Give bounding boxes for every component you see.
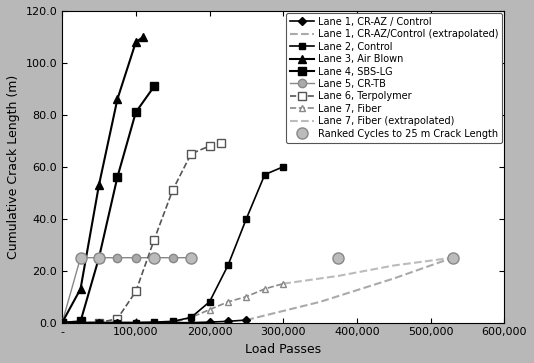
- Lane 5, CR-TB: [59, 321, 65, 325]
- Lane 6, Terpolymer: [96, 321, 102, 325]
- Lane 1, CR-AZ / Control: [169, 321, 176, 325]
- Lane 2, Control: [151, 320, 158, 324]
- Lane 7, Fiber: [262, 287, 268, 291]
- Lane 1, CR-AZ / Control: [114, 321, 121, 325]
- Lane 2, Control: [77, 321, 84, 325]
- Lane 1, CR-AZ / Control: [225, 319, 231, 323]
- Lane 4, SBS-LG: [77, 319, 84, 323]
- Lane 7, Fiber (extrapolated): [450, 256, 456, 260]
- Lane 2, Control: [132, 321, 139, 325]
- Lane 5, CR-TB: [96, 256, 102, 260]
- Lane 3, Air Blown: [59, 321, 65, 325]
- Lane 6, Terpolymer: [151, 237, 158, 242]
- Lane 3, Air Blown: [140, 35, 146, 39]
- Lane 7, Fiber (extrapolated): [390, 263, 397, 268]
- Lane 7, Fiber: [169, 321, 176, 325]
- Lane 7, Fiber: [132, 321, 139, 325]
- Lane 3, Air Blown: [114, 97, 121, 101]
- Lane 7, Fiber: [59, 321, 65, 325]
- Lane 6, Terpolymer: [188, 152, 194, 156]
- Lane 1, CR-AZ / Control: [151, 321, 158, 325]
- Lane 7, Fiber: [225, 300, 231, 304]
- Line: Lane 2, Control: Lane 2, Control: [59, 163, 287, 326]
- Lane 4, SBS-LG: [132, 110, 139, 114]
- Ranked Cycles to 25 m Crack Length: [96, 256, 102, 260]
- Line: Lane 1, CR-AZ / Control: Lane 1, CR-AZ / Control: [59, 317, 249, 325]
- Line: Lane 5, CR-TB: Lane 5, CR-TB: [58, 253, 195, 327]
- Ranked Cycles to 25 m Crack Length: [77, 256, 84, 260]
- Lane 6, Terpolymer: [59, 321, 65, 325]
- Line: Lane 3, Air Blown: Lane 3, Air Blown: [58, 33, 147, 327]
- Y-axis label: Cumulative Crack Length (m): Cumulative Crack Length (m): [7, 75, 20, 259]
- Lane 5, CR-TB: [77, 256, 84, 260]
- Lane 4, SBS-LG: [151, 84, 158, 89]
- Lane 5, CR-TB: [188, 256, 194, 260]
- Line: Lane 7, Fiber: Lane 7, Fiber: [59, 280, 287, 326]
- Lane 1, CR-AZ/Control (extrapolated): [317, 300, 323, 304]
- Lane 1, CR-AZ/Control (extrapolated): [450, 256, 456, 260]
- Lane 4, SBS-LG: [59, 321, 65, 325]
- Lane 7, Fiber: [280, 281, 286, 286]
- Lane 2, Control: [243, 217, 249, 221]
- Lane 7, Fiber: [188, 315, 194, 320]
- Lane 1, CR-AZ / Control: [132, 321, 139, 325]
- Line: Lane 4, SBS-LG: Lane 4, SBS-LG: [58, 82, 159, 327]
- Lane 3, Air Blown: [132, 40, 139, 44]
- Lane 1, CR-AZ / Control: [243, 318, 249, 322]
- Ranked Cycles to 25 m Crack Length: [151, 256, 158, 260]
- X-axis label: Load Passes: Load Passes: [245, 343, 321, 356]
- Lane 2, Control: [280, 164, 286, 169]
- Lane 1, CR-AZ / Control: [96, 321, 102, 325]
- Lane 6, Terpolymer: [217, 141, 224, 146]
- Lane 2, Control: [188, 315, 194, 320]
- Lane 1, CR-AZ / Control: [77, 321, 84, 325]
- Lane 6, Terpolymer: [132, 289, 139, 294]
- Lane 6, Terpolymer: [169, 188, 176, 192]
- Lane 5, CR-TB: [114, 256, 121, 260]
- Lane 3, Air Blown: [96, 183, 102, 187]
- Lane 7, Fiber: [206, 307, 213, 312]
- Lane 2, Control: [114, 321, 121, 325]
- Line: Ranked Cycles to 25 m Crack Length: Ranked Cycles to 25 m Crack Length: [75, 252, 458, 263]
- Lane 6, Terpolymer: [114, 317, 121, 321]
- Lane 1, CR-AZ / Control: [59, 321, 65, 325]
- Lane 5, CR-TB: [151, 256, 158, 260]
- Lane 7, Fiber (extrapolated): [280, 281, 286, 286]
- Ranked Cycles to 25 m Crack Length: [450, 256, 456, 260]
- Ranked Cycles to 25 m Crack Length: [335, 256, 342, 260]
- Ranked Cycles to 25 m Crack Length: [188, 256, 194, 260]
- Lane 2, Control: [262, 172, 268, 177]
- Lane 7, Fiber (extrapolated): [335, 274, 342, 278]
- Lane 4, SBS-LG: [96, 256, 102, 260]
- Line: Lane 7, Fiber (extrapolated): Lane 7, Fiber (extrapolated): [283, 258, 453, 284]
- Lane 1, CR-AZ/Control (extrapolated): [390, 276, 397, 281]
- Lane 2, Control: [169, 319, 176, 323]
- Lane 1, CR-AZ / Control: [206, 320, 213, 324]
- Lane 2, Control: [225, 263, 231, 268]
- Lane 4, SBS-LG: [114, 175, 121, 179]
- Lane 5, CR-TB: [132, 256, 139, 260]
- Lane 6, Terpolymer: [206, 144, 213, 148]
- Line: Lane 6, Terpolymer: Lane 6, Terpolymer: [58, 139, 225, 327]
- Lane 2, Control: [96, 321, 102, 325]
- Lane 1, CR-AZ/Control (extrapolated): [243, 318, 249, 322]
- Lane 7, Fiber: [243, 294, 249, 299]
- Lane 2, Control: [59, 321, 65, 325]
- Line: Lane 1, CR-AZ/Control (extrapolated): Lane 1, CR-AZ/Control (extrapolated): [246, 258, 453, 320]
- Lane 5, CR-TB: [169, 256, 176, 260]
- Lane 2, Control: [206, 300, 213, 304]
- Lane 1, CR-AZ / Control: [188, 321, 194, 325]
- Legend: Lane 1, CR-AZ / Control, Lane 1, CR-AZ/Control (extrapolated), Lane 2, Control, : Lane 1, CR-AZ / Control, Lane 1, CR-AZ/C…: [286, 13, 502, 143]
- Lane 3, Air Blown: [77, 287, 84, 291]
